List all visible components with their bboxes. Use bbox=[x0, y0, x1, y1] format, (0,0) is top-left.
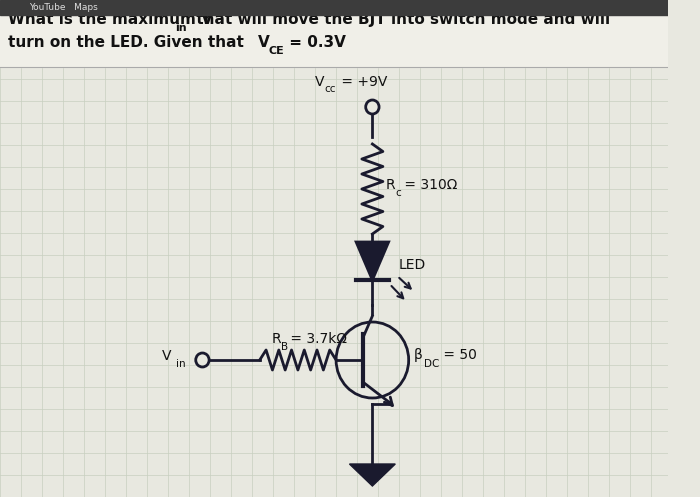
Text: that will move the BJT into switch mode and will: that will move the BJT into switch mode … bbox=[191, 12, 610, 27]
Text: = 3.7kΩ: = 3.7kΩ bbox=[286, 332, 347, 346]
Polygon shape bbox=[356, 242, 389, 280]
Text: CE: CE bbox=[268, 46, 284, 56]
Text: = +9V: = +9V bbox=[337, 75, 387, 89]
Text: = 310Ω: = 310Ω bbox=[400, 178, 457, 192]
Text: in: in bbox=[175, 23, 186, 33]
Text: What is the maximum V: What is the maximum V bbox=[8, 12, 213, 27]
Text: = 0.3V: = 0.3V bbox=[284, 35, 346, 50]
Text: c: c bbox=[395, 188, 401, 198]
Text: cc: cc bbox=[325, 84, 336, 94]
Bar bbox=[0, 0, 668, 15]
Text: DC: DC bbox=[424, 359, 440, 369]
Polygon shape bbox=[349, 464, 396, 486]
Text: R: R bbox=[386, 178, 396, 192]
Bar bbox=[0, 15, 668, 67]
Text: V: V bbox=[162, 349, 172, 363]
Text: V: V bbox=[315, 75, 325, 89]
Text: β: β bbox=[414, 348, 422, 362]
Text: V: V bbox=[258, 35, 270, 50]
Text: YouTube   Maps: YouTube Maps bbox=[29, 3, 97, 12]
Text: LED: LED bbox=[399, 258, 426, 272]
Text: turn on the LED. Given that: turn on the LED. Given that bbox=[8, 35, 244, 50]
Text: R: R bbox=[271, 332, 281, 346]
Text: B: B bbox=[281, 342, 288, 352]
Text: = 50: = 50 bbox=[439, 348, 477, 362]
Text: in: in bbox=[176, 359, 186, 369]
